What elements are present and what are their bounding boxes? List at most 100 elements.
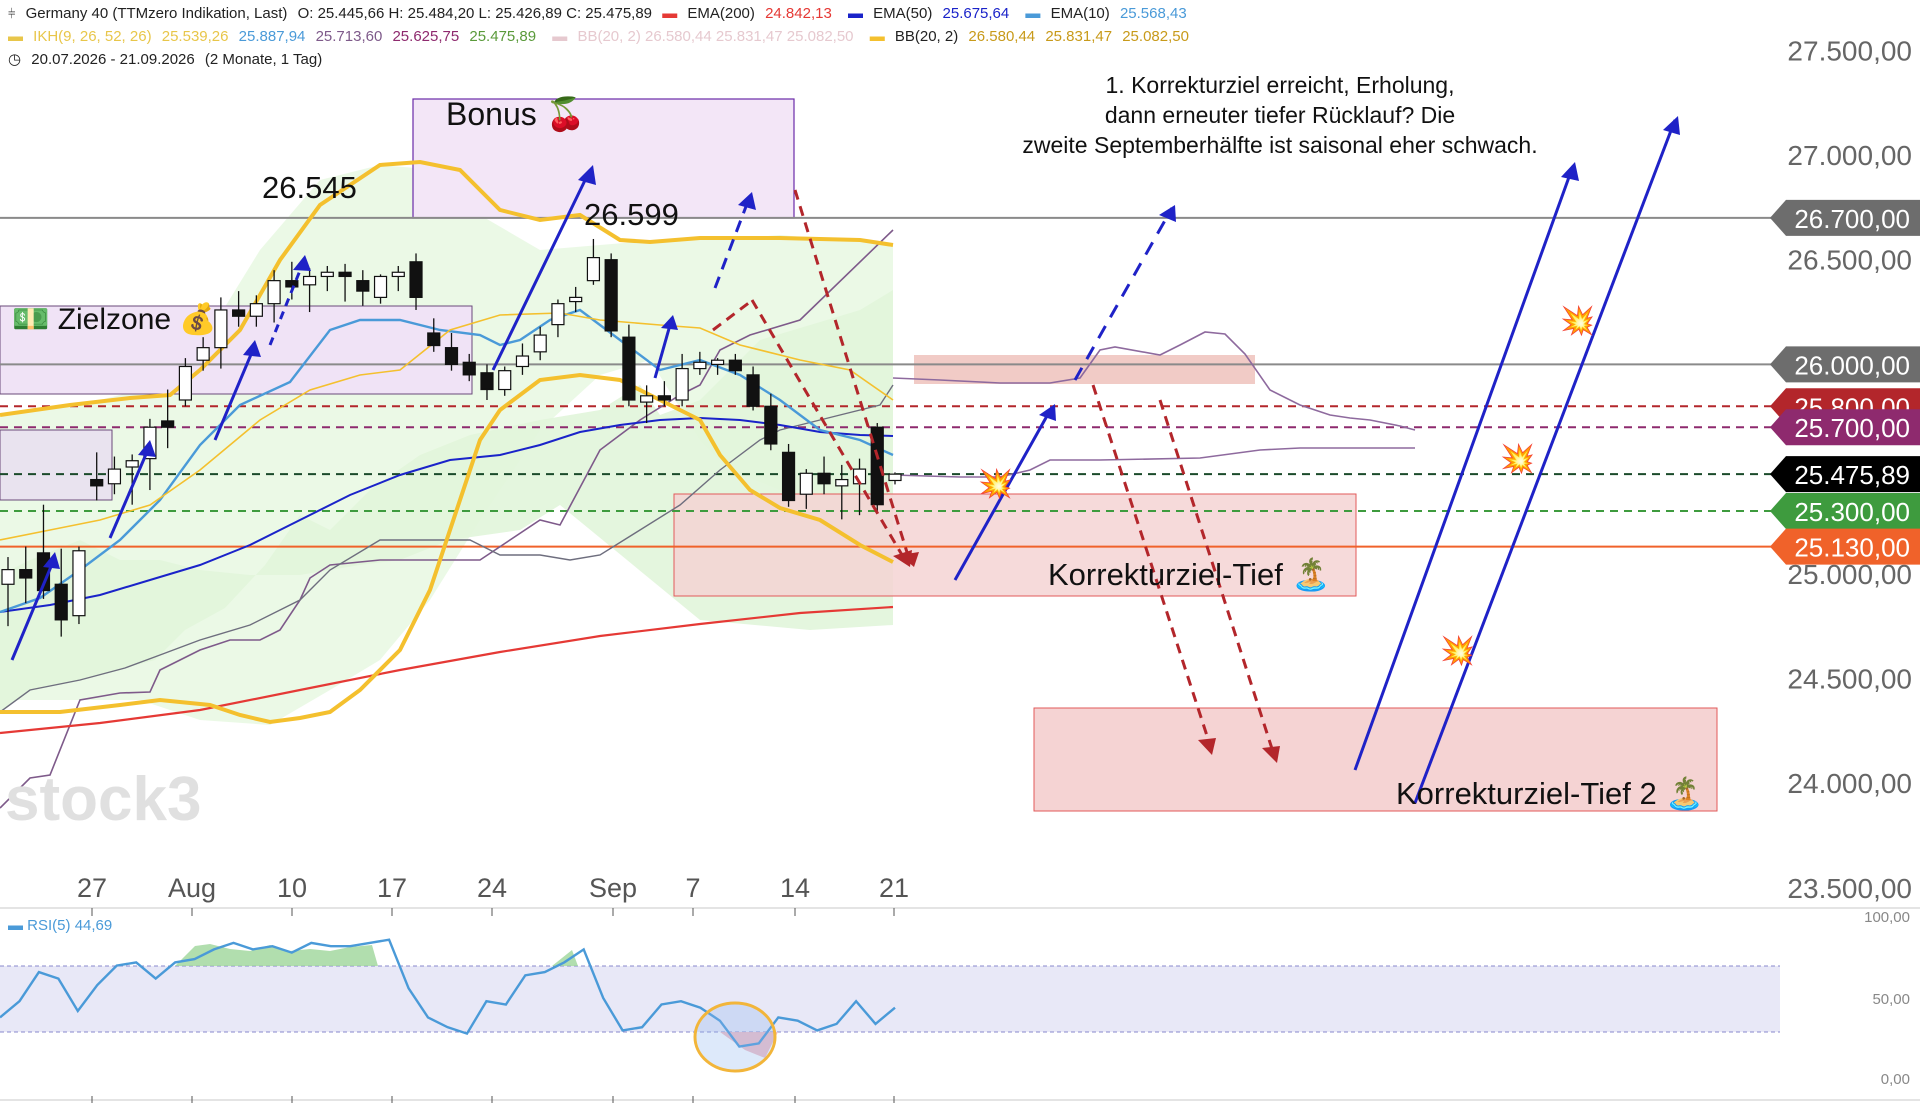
candle-body <box>1 569 15 585</box>
bb-faded-legend[interactable]: ▬ BB(20, 2) 26.580,44 25.831,47 25.082,5… <box>552 28 854 45</box>
candle-body <box>107 468 122 485</box>
x-axis: 27 Aug 10 17 24 Sep 7 14 21 <box>77 873 909 1103</box>
candle <box>373 274 388 304</box>
candle-body <box>888 473 902 482</box>
price-tag: 26.000,00 <box>1770 346 1920 383</box>
candle-body <box>480 372 494 391</box>
price-tag-bg <box>1770 492 1920 529</box>
bonus-label: Bonus 🍒 <box>446 96 586 132</box>
up-arrow-11 <box>1413 119 1677 804</box>
candle <box>657 381 671 407</box>
rsi-highlight-circle[interactable] <box>693 1001 777 1073</box>
korrekturziel-box-2[interactable] <box>1033 707 1718 812</box>
candle-body <box>409 261 423 298</box>
candle-body <box>586 257 601 282</box>
price-tags[interactable]: 26.700,0026.000,0025.800,0025.700,0025.4… <box>1770 199 1920 565</box>
x-tick-label: Aug <box>168 873 216 903</box>
candle <box>54 548 68 637</box>
rsi-legend[interactable]: ▬ RSI(5) 44,69 <box>8 917 113 934</box>
candle-body <box>746 374 760 407</box>
ikh-legend[interactable]: ▬ IKH(9, 26, 52, 26) 25.539,26 25.887,94… <box>8 28 537 45</box>
candle-body <box>90 478 104 487</box>
candle-body <box>196 347 210 361</box>
candle-body <box>640 395 654 403</box>
up-arrow-7 <box>713 195 752 289</box>
peak1-label: 26.545 <box>262 170 357 205</box>
zielzone-label: 💵 Zielzone 💰 <box>12 303 217 336</box>
candle <box>799 469 813 509</box>
candle-body <box>161 420 175 428</box>
arrowhead <box>1039 404 1056 421</box>
ema200-legend[interactable]: ▬ EMA(200) 24.842,13 <box>662 5 832 22</box>
resistance-box[interactable] <box>914 355 1255 384</box>
candle-body <box>657 395 671 401</box>
ema10-line <box>0 308 894 614</box>
candle <box>764 393 778 451</box>
x-tick-label: 10 <box>277 873 307 903</box>
explosion-icon: 💥 <box>1560 304 1595 337</box>
candle-body <box>302 275 317 286</box>
price-tag-bg <box>1770 409 1920 446</box>
korrekturziel1-label: Korrekturziel-Tief 🏝️ <box>1048 557 1331 592</box>
bonus-box[interactable] <box>412 98 795 219</box>
ichimoku-span-b <box>0 229 894 809</box>
candle-body <box>728 359 742 372</box>
price-tag-label: 26.700,00 <box>1794 204 1910 234</box>
candle-body <box>764 405 778 445</box>
y-tick-label: 27.500,00 <box>1787 35 1912 66</box>
chart-type-icon[interactable]: ⫩ <box>8 6 16 21</box>
candle <box>746 366 760 411</box>
period: (2 Monate, 1 Tag) <box>204 51 323 68</box>
up-arrow-4 <box>268 257 307 346</box>
candle <box>356 270 370 306</box>
ema10-legend[interactable]: ▬ EMA(10) 25.568,43 <box>1025 5 1187 22</box>
candle <box>710 358 725 375</box>
candle <box>586 238 601 285</box>
candle-body <box>693 361 707 370</box>
candle <box>19 546 33 604</box>
candle <box>604 253 618 338</box>
price-tag: 25.300,00 <box>1770 492 1920 529</box>
candle-body <box>515 355 530 368</box>
rsi-y-tick-label: 100,00 <box>1864 909 1910 926</box>
ema200-line <box>0 605 894 735</box>
price-tag: 25.475,89 <box>1770 456 1920 493</box>
candle <box>232 291 246 327</box>
arrow-heads <box>43 116 1680 763</box>
arrowhead <box>243 340 261 357</box>
down-arrow-4 <box>1091 384 1212 746</box>
arrowhead <box>1561 162 1579 181</box>
candle <box>870 423 884 511</box>
candle-body <box>622 336 636 401</box>
price-tag-bg <box>1770 456 1920 493</box>
candle <box>888 472 902 485</box>
bb-legend[interactable]: ▬ BB(20, 2) 26.580,44 25.831,47 25.082,5… <box>869 28 1189 45</box>
candle <box>178 358 192 407</box>
header-row-2: ▬ IKH(9, 26, 52, 26) 25.539,26 25.887,94… <box>8 28 1201 45</box>
arrowhead <box>1159 205 1176 222</box>
explosion-icon: 💥 <box>1500 442 1535 475</box>
explosion-icon: 💥 <box>978 467 1013 500</box>
arrowhead <box>578 165 596 185</box>
price-tag-bg <box>1770 528 1920 565</box>
candle <box>693 351 707 375</box>
candle-body <box>835 478 849 487</box>
y-tick-label: 26.500,00 <box>1787 245 1912 276</box>
candle-body <box>267 280 281 305</box>
price-tag-label: 26.000,00 <box>1794 350 1910 380</box>
candle-body <box>799 472 813 495</box>
candle <box>781 443 796 507</box>
candle <box>622 324 636 407</box>
candle <box>214 297 228 369</box>
y-tick-label: 27.000,00 <box>1787 140 1912 171</box>
candle-body <box>338 271 352 278</box>
up-arrow-1 <box>10 556 57 661</box>
arrowhead <box>1663 116 1680 135</box>
candle-body <box>320 271 334 278</box>
down-arrow-1 <box>712 300 751 332</box>
ema50-legend[interactable]: ▬ EMA(50) 25.675,64 <box>847 5 1010 22</box>
candle-body <box>569 296 583 303</box>
candle <box>480 364 494 400</box>
explosion-markers: 💥 💥 💥 💥 <box>978 304 1595 667</box>
